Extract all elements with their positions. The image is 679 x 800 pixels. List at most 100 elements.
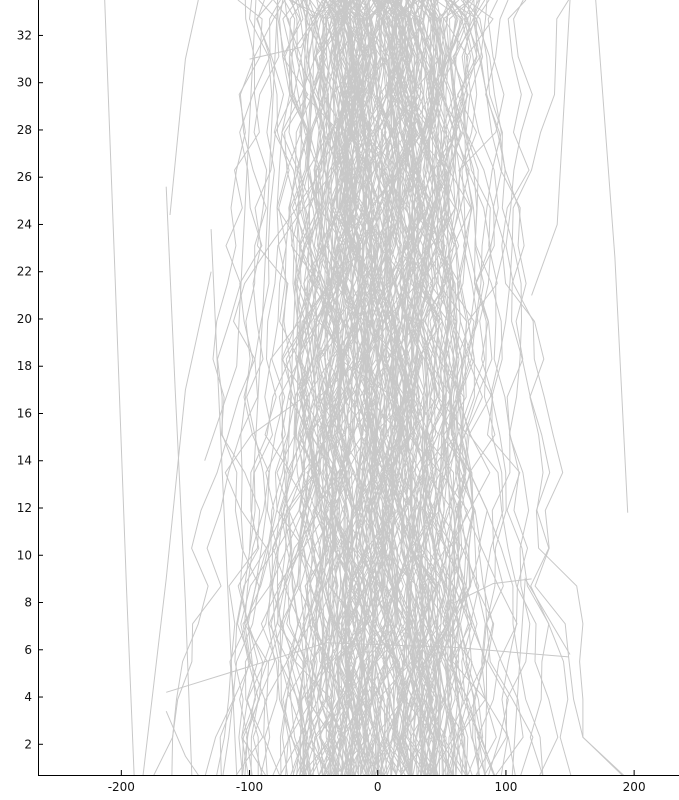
x-tick-label: -200	[108, 780, 135, 794]
y-tick-label: 22	[17, 265, 32, 279]
series-line-bundle-221	[366, 0, 410, 776]
series-line-bundle-257	[505, 0, 624, 776]
y-tick-label: 16	[17, 406, 32, 420]
series-line-bundle-208	[280, 0, 363, 776]
series-line-bundle-219	[235, 0, 332, 776]
series-line-9	[249, 0, 279, 551]
y-tick-label: 12	[17, 501, 32, 515]
series-line-2	[169, 0, 199, 216]
series-line-bundle-183	[373, 0, 480, 776]
series-line-bundle-238	[153, 0, 309, 776]
y-tick-label: 24	[17, 217, 32, 231]
series-line-bundle-189	[484, 0, 531, 776]
series-line-bundle-241	[429, 0, 524, 776]
series-line-bundle-153	[386, 0, 461, 776]
x-tick-label: 100	[494, 780, 517, 794]
series-line-bundle-134	[408, 0, 465, 776]
series-line-bundle-199	[458, 0, 527, 776]
series-line-bundle-121	[245, 0, 351, 776]
y-tick-label: 28	[17, 123, 32, 137]
series-line-bundle-259	[346, 0, 374, 776]
series-line-bundle-64	[171, 0, 275, 776]
series-line-bundle-256	[400, 0, 472, 776]
y-tick-label: 2	[24, 737, 32, 751]
series-line-bundle-181	[402, 0, 468, 776]
series-line-10	[255, 0, 308, 603]
series-line-bundle-157	[299, 0, 398, 776]
series-line-bundle-235	[241, 0, 359, 776]
series-line-bundle-248	[412, 0, 460, 776]
series-line-13	[531, 0, 571, 296]
series-line-bundle-142	[272, 0, 412, 776]
series-line-bundle-200	[410, 0, 469, 776]
y-tick-label: 6	[24, 643, 32, 657]
series-line-bundle-216	[306, 0, 351, 776]
series-line-bundle-173	[276, 0, 352, 776]
series-line-bundle-233	[332, 0, 386, 776]
series-line-bundle-231	[448, 0, 495, 776]
y-tick-label: 30	[17, 76, 32, 90]
series-line-bundle-224	[370, 0, 444, 776]
series-line-bundle-210	[304, 0, 359, 776]
series-line-bundle-254	[333, 0, 377, 776]
series-line-bundle-251	[216, 0, 286, 776]
series-line-bundle-236	[358, 0, 435, 776]
series-line-bundle-190	[280, 0, 356, 776]
series-line-bundle-258	[397, 0, 456, 776]
y-tick-label: 14	[17, 454, 32, 468]
y-tick-label: 18	[17, 359, 32, 373]
series-line-1	[165, 186, 193, 776]
y-tick-label: 26	[17, 170, 32, 184]
series-line-bundle-247	[294, 0, 400, 776]
series-line-8	[204, 0, 257, 461]
series-line-0	[104, 0, 135, 776]
x-tick-label: 200	[623, 780, 646, 794]
series-line-bundle-229	[332, 0, 465, 776]
series-line-bundle-1	[237, 0, 307, 776]
y-tick-label: 20	[17, 312, 32, 326]
series-line-bundle-167	[393, 0, 487, 776]
series-line-bundle-187	[375, 0, 439, 776]
series-line-bundle-171	[313, 0, 382, 776]
series-line-bundle-9	[472, 0, 623, 776]
x-tick-label: 0	[374, 780, 382, 794]
series-line-bundle-89	[412, 0, 469, 776]
series-line-5	[511, 577, 571, 776]
series-line-bundle-137	[431, 0, 496, 776]
series-line-bundle-91	[464, 0, 529, 776]
series-line-bundle-127	[448, 0, 550, 776]
series-line-bundle-176	[368, 0, 454, 776]
series-line-bundle-10	[434, 0, 499, 776]
series-line-3	[166, 642, 569, 693]
x-axis-ticks: -200 -100 0 100 200	[108, 770, 646, 794]
series-line-bundle-253	[414, 0, 452, 776]
series-line-bundle-250	[318, 0, 367, 776]
series-line-bundle-214	[422, 0, 460, 776]
series-line-bundle-141	[356, 0, 412, 776]
series-line-11	[249, 0, 327, 60]
series-line-bundle-206	[212, 0, 263, 776]
series-line-bundle-195	[442, 0, 570, 776]
series-line-bundle-213	[246, 0, 294, 775]
series-line-bundle-246	[444, 0, 497, 776]
series-line-bundle-201	[277, 0, 416, 776]
y-tick-label: 10	[17, 548, 32, 562]
series-line-bundle-182	[312, 0, 412, 776]
series-line-bundle-252	[433, 0, 498, 776]
series-line-bundle-244	[344, 0, 417, 776]
series-line-bundle-149	[421, 0, 482, 776]
series-line-bundle-245	[340, 0, 382, 776]
series-line-bundle-160	[318, 0, 413, 776]
series-line-bundle-31	[282, 0, 371, 776]
series-line-bundle-109	[337, 0, 408, 776]
series-line-bundle-185	[396, 0, 471, 776]
series-line-bundle-234	[299, 0, 345, 776]
series-line-4	[595, 0, 629, 513]
series-line-bundle-203	[381, 0, 459, 776]
y-tick-label: 8	[24, 596, 32, 610]
series-line-6	[165, 711, 199, 776]
series-line-12	[454, 578, 532, 603]
y-tick-label: 4	[24, 690, 32, 704]
series-line-bundle-102	[501, 0, 572, 776]
